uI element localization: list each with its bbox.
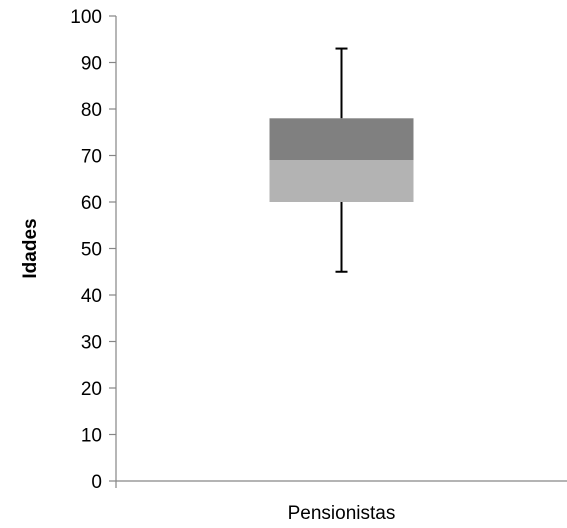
y-axis-title: Idades — [20, 218, 41, 278]
x-axis — [115, 480, 567, 488]
category-label: Pensionistas — [288, 503, 396, 524]
boxes — [269, 47, 414, 273]
y-tick-label: 70 — [81, 147, 102, 168]
y-tick-label: 90 — [81, 54, 102, 75]
y-tick-label: 10 — [81, 426, 102, 447]
box-upper-quartile — [269, 118, 414, 161]
y-ticks: 0 10 20 30 40 50 60 70 80 90 100 — [70, 7, 116, 493]
y-tick-label: 50 — [81, 240, 102, 261]
y-tick-label: 100 — [70, 7, 102, 28]
y-tick-label: 60 — [81, 193, 102, 214]
y-tick-label: 30 — [81, 333, 102, 354]
y-tick-label: 40 — [81, 286, 102, 307]
y-tick-label: 80 — [81, 100, 102, 121]
y-tick-label: 0 — [91, 472, 102, 493]
y-tick-label: 20 — [81, 379, 102, 400]
box-lower-quartile — [269, 160, 414, 202]
category-labels: Pensionistas — [288, 503, 396, 524]
